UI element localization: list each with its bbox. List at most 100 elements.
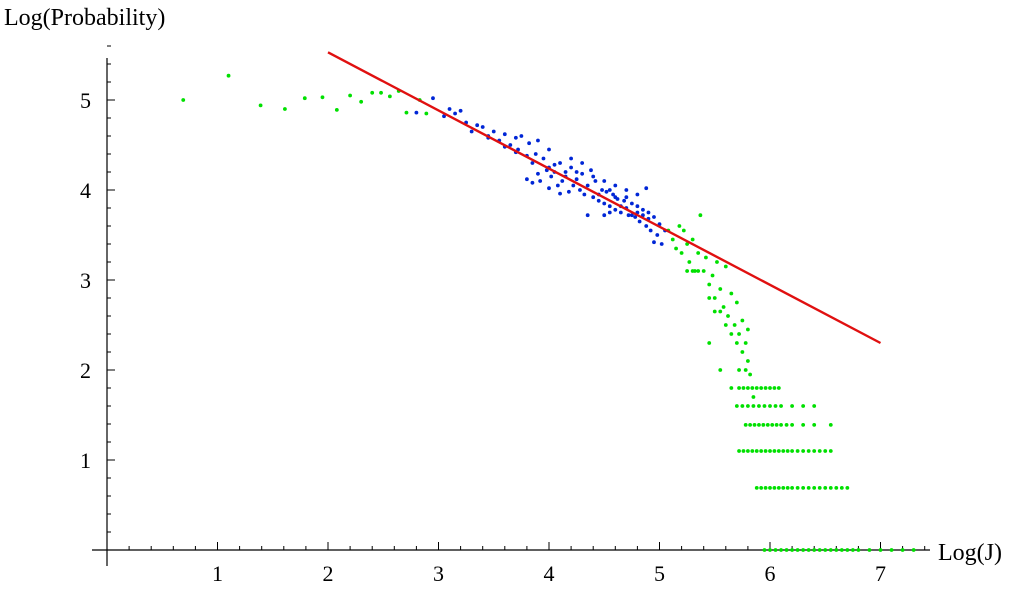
green-data-point [768, 404, 772, 408]
y-tick-label: 4 [80, 178, 91, 203]
blue-data-point [629, 213, 634, 218]
green-data-point [741, 449, 746, 453]
blue-data-point [431, 96, 435, 101]
green-data-point [776, 386, 781, 390]
green-data-point [772, 449, 777, 453]
x-tick-label: 1 [212, 561, 223, 586]
green-data-point [839, 486, 844, 490]
blue-data-point [589, 168, 593, 173]
green-data-point [743, 423, 748, 427]
blue-data-point [442, 114, 446, 119]
y-tick-label: 1 [80, 448, 91, 473]
green-data-point [900, 548, 905, 552]
blue-data-point [611, 192, 615, 197]
x-tick-label: 3 [433, 561, 444, 586]
green-data-point [681, 228, 686, 233]
blue-data-point [558, 161, 562, 165]
blue-data-point [552, 162, 557, 167]
green-data-point [737, 449, 741, 453]
green-data-point [823, 486, 828, 490]
green-data-point [878, 548, 883, 552]
green-data-point [757, 404, 761, 408]
blue-data-point [580, 161, 585, 165]
blue-data-point [519, 134, 524, 138]
blue-data-point [536, 171, 540, 176]
green-data-point [773, 548, 778, 552]
blue-data-point [547, 186, 551, 191]
green-data-point [320, 95, 325, 100]
blue-data-point [578, 188, 582, 192]
blue-data-point [613, 183, 618, 188]
green-data-point [790, 449, 794, 453]
green-data-point [779, 404, 783, 408]
y-tick-label: 5 [80, 88, 91, 113]
green-data-point [750, 386, 755, 390]
blue-data-point [414, 110, 419, 115]
green-data-point [785, 449, 790, 453]
blue-data-point [607, 210, 612, 215]
green-data-point [748, 423, 753, 427]
blue-data-point [582, 192, 587, 197]
green-data-point [828, 423, 833, 427]
green-data-point [867, 548, 872, 552]
green-data-point [823, 449, 828, 453]
green-data-point [812, 449, 817, 453]
blue-data-point [618, 210, 623, 215]
green-data-point [801, 404, 806, 408]
blue-data-point [447, 107, 452, 111]
green-data-point [806, 548, 811, 552]
blue-data-point [530, 180, 535, 185]
green-data-point [370, 90, 375, 95]
blue-data-point [558, 191, 562, 196]
green-data-point [712, 309, 717, 314]
blue-data-point [626, 213, 631, 218]
green-data-point [785, 486, 790, 490]
green-data-point [776, 449, 781, 453]
green-data-point [746, 449, 750, 453]
green-data-point [772, 386, 777, 390]
green-data-point [729, 332, 734, 336]
green-data-point [737, 386, 741, 390]
data-points [181, 73, 916, 552]
blue-data-point [624, 195, 629, 200]
green-data-point [696, 251, 701, 255]
green-data-point [283, 107, 287, 111]
blue-data-point [604, 189, 609, 194]
green-data-point [715, 260, 719, 264]
green-data-point [752, 423, 757, 427]
blue-data-point [637, 219, 642, 224]
green-data-point [845, 486, 850, 490]
y-tick-label: 2 [80, 358, 91, 383]
green-data-point [784, 548, 789, 552]
green-data-point [334, 108, 339, 112]
blue-data-point [527, 141, 532, 146]
green-data-point [801, 449, 806, 453]
green-data-point [737, 368, 741, 372]
green-data-point [768, 449, 772, 453]
green-data-point [834, 548, 839, 552]
green-data-point [701, 269, 706, 273]
green-data-point [806, 486, 811, 490]
blue-data-point [600, 188, 604, 192]
green-data-point [740, 404, 745, 408]
blue-data-point [530, 161, 535, 165]
green-data-point [424, 111, 429, 116]
green-data-point [679, 251, 684, 255]
blue-data-point [613, 195, 618, 200]
green-data-point [746, 359, 750, 363]
blue-data-point [571, 183, 576, 188]
blue-data-point [563, 170, 568, 174]
green-data-point [768, 548, 772, 552]
x-tick-label: 2 [323, 561, 334, 586]
green-data-point [302, 96, 307, 101]
green-data-point [718, 309, 723, 314]
green-data-point [801, 486, 806, 490]
green-data-point [754, 486, 759, 490]
green-data-point [839, 548, 844, 552]
green-data-point [770, 423, 775, 427]
blue-data-point [566, 189, 571, 194]
blue-data-point [533, 152, 538, 156]
green-data-point [674, 246, 678, 251]
green-data-point [740, 318, 745, 323]
